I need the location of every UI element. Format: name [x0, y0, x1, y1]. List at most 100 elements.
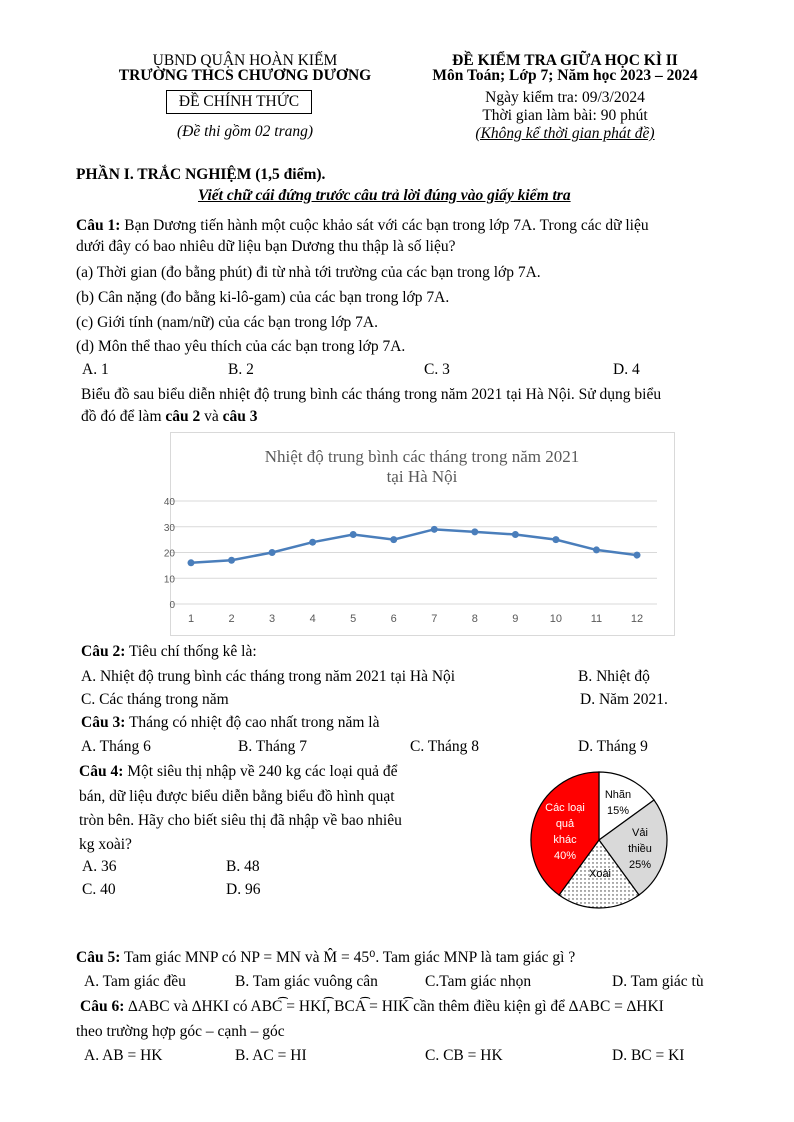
q4-option-a: A. 36	[82, 858, 117, 875]
x-tick-label: 5	[350, 613, 356, 625]
data-point	[309, 538, 317, 546]
pie-label-vai-pct: 25%	[629, 859, 651, 871]
data-point	[430, 525, 438, 533]
q5-option-a: A. Tam giác đều	[84, 973, 186, 990]
exam-title: ĐỀ KIỂM TRA GIỮA HỌC KÌ II	[452, 52, 678, 69]
q4-text4: kg xoài?	[79, 836, 132, 853]
duration-note: (Không kể thời gian phát đề)	[475, 125, 655, 142]
q1-item-d: (d) Môn thể thao yêu thích của các bạn t…	[76, 338, 406, 355]
pie-label-khac-pct: 40%	[554, 850, 576, 862]
data-point	[390, 536, 398, 544]
x-tick-label: 1	[188, 613, 194, 625]
x-tick-label: 3	[269, 613, 275, 625]
q1-option-c: C. 3	[424, 361, 450, 378]
q4-text: Câu 4: Một siêu thị nhập về 240 kg các l…	[79, 763, 398, 780]
chart-subtitle: tại Hà Nội	[387, 467, 458, 486]
q3-option-d: D. Tháng 9	[578, 738, 648, 755]
chart-title: Nhiệt độ trung bình các tháng trong năm …	[265, 447, 579, 466]
q2-option-c: C. Các tháng trong năm	[81, 691, 229, 708]
data-point	[268, 549, 276, 556]
y-tick-label: 30	[164, 523, 176, 534]
q5-option-c: C.Tam giác nhọn	[425, 973, 532, 990]
q5-text: Câu 5: Tam giác MNP có NP = MN và M̂ = 4…	[76, 949, 576, 966]
q2-option-a: A. Nhiệt độ trung bình các tháng trong n…	[81, 668, 456, 685]
pie-label-xoai: Xoài	[589, 868, 611, 880]
q1-label: Câu 1:	[76, 217, 121, 234]
y-tick-label: 10	[164, 574, 176, 585]
y-tick-label: 20	[164, 549, 176, 560]
pie-slice	[530, 771, 600, 896]
official-badge: ĐỀ CHÍNH THỨC	[166, 90, 312, 114]
page-count: (Đề thi gồm 02 trang)	[176, 123, 314, 140]
q6-text: Câu 6: ∆ABC và ∆HKI có ABC͡ = HKI͡, BCA͡…	[80, 998, 664, 1015]
x-tick-label: 2	[228, 613, 234, 625]
data-point	[187, 559, 195, 567]
data-point	[349, 530, 357, 538]
fruit-pie-chart: Nhãn 15% Vải thiều 25% Xoài Các loại quả…	[528, 770, 673, 920]
q1-item-c: (c) Giới tính (nam/nữ) của các bạn trong…	[76, 314, 378, 331]
q1-option-d: D. 4	[613, 361, 640, 378]
x-tick-label: 7	[431, 613, 437, 625]
chart-intro-2: đồ đó để làm câu 2 và câu 3	[81, 408, 258, 425]
data-point	[228, 556, 236, 564]
exam-date: Ngày kiểm tra: 09/3/2024	[485, 89, 645, 106]
chart-intro: Biểu đồ sau biểu diễn nhiệt độ trung bìn…	[81, 386, 662, 403]
school-name: TRƯỜNG THCS CHƯƠNG DƯƠNG	[118, 67, 372, 84]
part1-instruction: Viết chữ cái đứng trước câu trả lời đúng…	[198, 187, 571, 204]
q6-text2: theo trường hợp góc – cạnh – góc	[76, 1023, 285, 1040]
pie-label-nhan: Nhãn	[605, 789, 631, 801]
data-point	[633, 551, 641, 559]
x-tick-label: 11	[591, 613, 602, 625]
q2-text: Câu 2: Tiêu chí thống kê là:	[81, 643, 257, 660]
x-tick-label: 10	[550, 613, 562, 625]
pie-label-khac: Các loại	[545, 802, 585, 814]
q1-option-a: A. 1	[82, 361, 109, 378]
q5-option-d: D. Tam giác tù	[612, 973, 704, 990]
temperature-line	[190, 528, 638, 565]
q4-text3: tròn bên. Hãy cho biết siêu thị đã nhập …	[79, 812, 402, 829]
x-tick-label: 8	[472, 613, 478, 625]
q6-option-c: C. CB = HK	[425, 1047, 503, 1064]
part1-title: PHẦN I. TRẮC NGHIỆM (1,5 điểm).	[76, 166, 326, 183]
pie-label-vai-2: thiều	[628, 843, 652, 855]
pie-label-khac-3: khác	[553, 834, 577, 846]
y-tick-label: 40	[164, 497, 176, 508]
q3-option-a: A. Tháng 6	[81, 738, 151, 755]
q4-option-c: C. 40	[82, 881, 116, 898]
data-point	[471, 528, 479, 536]
q2-option-d: D. Năm 2021.	[580, 691, 668, 708]
pie-label-vai: Vải	[632, 827, 648, 839]
pie-label-nhan-pct: 15%	[607, 805, 629, 817]
q4-option-b: B. 48	[226, 858, 260, 875]
x-tick-label: 12	[631, 613, 643, 625]
q1-text2: dưới đây có bao nhiêu dữ liệu bạn Dương …	[76, 238, 456, 255]
q6-option-b: B. AC = HI	[235, 1047, 307, 1064]
q1-item-b: (b) Cân nặng (đo bằng ki-lô-gam) của các…	[76, 289, 450, 306]
q3-option-b: B. Tháng 7	[238, 738, 308, 755]
q1-option-b: B. 2	[228, 361, 254, 378]
q6-option-a: A. AB = HK	[84, 1047, 163, 1064]
pie-label-khac-2: quả	[556, 818, 575, 830]
exam-duration: Thời gian làm bài: 90 phút	[482, 107, 648, 124]
y-tick-label: 0	[169, 600, 175, 611]
x-tick-label: 9	[512, 613, 518, 625]
data-point	[552, 536, 560, 544]
q5-option-b: B. Tam giác vuông cân	[235, 973, 378, 990]
pie-slice	[598, 799, 668, 896]
temperature-line-chart: Nhiệt độ trung bình các tháng trong năm …	[164, 432, 675, 636]
q2-option-b: B. Nhiệt độ	[578, 668, 650, 685]
x-tick-label: 4	[310, 613, 316, 625]
data-point	[592, 546, 600, 554]
q4-option-d: D. 96	[226, 881, 261, 898]
q4-text2: bán, dữ liệu được biểu diễn bằng biểu đồ…	[79, 788, 395, 805]
q6-option-d: D. BC = KI	[612, 1047, 685, 1064]
x-tick-label: 6	[391, 613, 397, 625]
data-point	[511, 530, 519, 538]
q3-text: Câu 3: Tháng có nhiệt độ cao nhất trong …	[81, 714, 380, 731]
district-name: UBND QUẬN HOÀN KIẾM	[152, 52, 338, 69]
pie-slice	[598, 771, 655, 842]
q1-text: Câu 1: Bạn Dương tiến hành một cuộc khảo…	[76, 217, 649, 234]
q3-option-c: C. Tháng 8	[410, 738, 480, 755]
exam-subject: Môn Toán; Lớp 7; Năm học 2023 – 2024	[432, 67, 698, 84]
pie-slice	[558, 838, 640, 909]
